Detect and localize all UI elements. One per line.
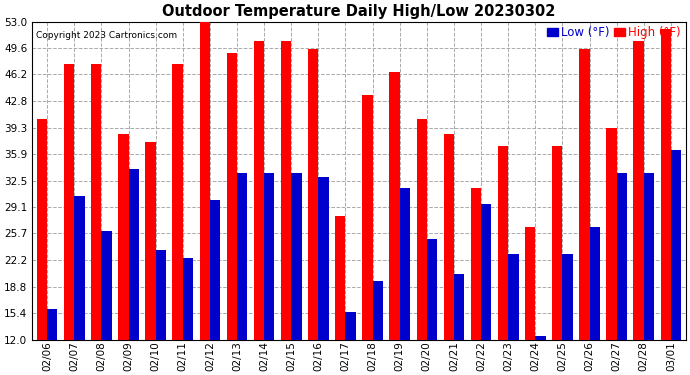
Bar	[128, 169, 139, 375]
Bar	[254, 41, 264, 375]
Bar	[64, 64, 75, 375]
Bar	[281, 41, 291, 375]
Bar	[427, 239, 437, 375]
Bar	[47, 309, 57, 375]
Bar	[199, 18, 210, 375]
Bar	[335, 216, 346, 375]
Bar	[525, 227, 535, 375]
Bar	[210, 200, 220, 375]
Bar	[308, 49, 318, 375]
Bar	[37, 118, 47, 375]
Bar	[91, 64, 101, 375]
Bar	[346, 312, 356, 375]
Bar	[389, 72, 400, 375]
Bar	[481, 204, 491, 375]
Bar	[183, 258, 193, 375]
Bar	[471, 188, 481, 375]
Bar	[444, 134, 454, 375]
Bar	[172, 64, 183, 375]
Bar	[237, 173, 247, 375]
Bar	[454, 274, 464, 375]
Bar	[118, 134, 128, 375]
Bar	[535, 336, 546, 375]
Bar	[589, 227, 600, 375]
Bar	[417, 118, 427, 375]
Text: Copyright 2023 Cartronics.com: Copyright 2023 Cartronics.com	[36, 31, 177, 40]
Bar	[291, 173, 302, 375]
Bar	[101, 231, 112, 375]
Bar	[373, 281, 383, 375]
Bar	[509, 254, 518, 375]
Bar	[498, 146, 509, 375]
Legend: Low (°F), High (°F): Low (°F), High (°F)	[544, 24, 684, 42]
Bar	[580, 49, 589, 375]
Bar	[264, 173, 275, 375]
Bar	[617, 173, 627, 375]
Bar	[633, 41, 644, 375]
Bar	[362, 95, 373, 375]
Bar	[156, 251, 166, 375]
Bar	[671, 150, 681, 375]
Bar	[562, 254, 573, 375]
Bar	[607, 128, 617, 375]
Bar	[75, 196, 85, 375]
Bar	[146, 142, 156, 375]
Bar	[660, 30, 671, 375]
Bar	[552, 146, 562, 375]
Title: Outdoor Temperature Daily High/Low 20230302: Outdoor Temperature Daily High/Low 20230…	[162, 4, 555, 19]
Bar	[227, 53, 237, 375]
Bar	[644, 173, 654, 375]
Bar	[318, 177, 328, 375]
Bar	[400, 188, 410, 375]
